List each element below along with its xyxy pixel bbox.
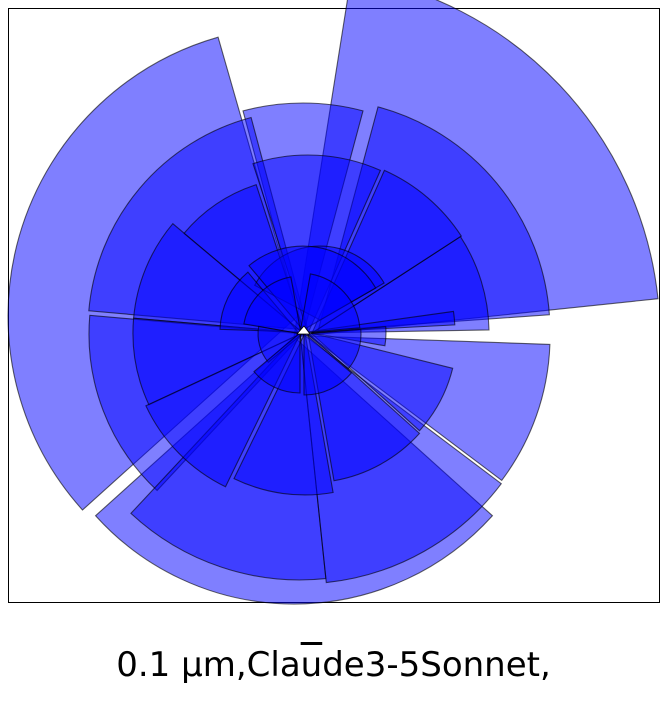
wedge-layer — [7, 0, 659, 605]
caption-prefix: 0.1 µm,Cla — [116, 645, 301, 685]
wedge-inner-30 — [305, 328, 362, 370]
caption-suffix: de3-5Sonnet, — [322, 645, 551, 685]
caption-overlined-char: u — [300, 645, 323, 685]
wedge-inner-25 — [299, 273, 361, 334]
wedge-third-12 — [252, 154, 382, 335]
wedge-inner-28 — [253, 331, 301, 394]
wedge-inner-29 — [303, 331, 353, 396]
center-hole — [296, 325, 311, 335]
wedge-third-10 — [310, 235, 490, 334]
wedge-inner-26 — [243, 276, 302, 335]
figure-caption: 0.1 µm,Claude3-5Sonnet, — [0, 648, 667, 682]
